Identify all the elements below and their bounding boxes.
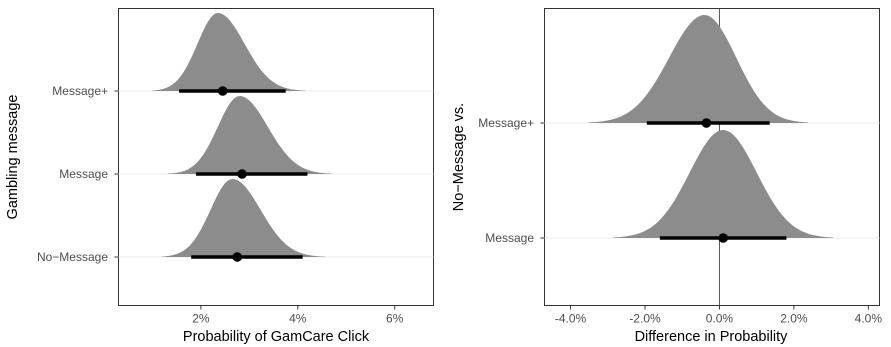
right-y-tick-label-1: Message	[485, 231, 534, 245]
left-point-1	[237, 169, 247, 179]
right-y-axis-title: No−Message vs.	[451, 103, 467, 211]
left-density-1	[167, 96, 332, 174]
left-density-0	[151, 13, 306, 92]
right-panel: Message+ Message -4.0% -2.0% 0.0% 2.0% 4.0% No…	[451, 8, 883, 345]
right-y-tick-label-0: Message+	[478, 116, 534, 130]
left-density-2	[161, 179, 326, 257]
right-x-tick-label-4: 4.0%	[855, 312, 883, 326]
left-y-tick-label-2: No−Message	[37, 250, 108, 264]
right-x-tick-label-3: 2.0%	[780, 312, 808, 326]
right-x-axis-title: Difference in Probability	[635, 329, 789, 345]
left-x-tick-label-1: 4%	[289, 312, 307, 326]
left-x-axis-title: Probability of GamCare Click	[183, 329, 370, 345]
left-point-0	[217, 86, 228, 96]
left-y-tick-label-1: Message	[59, 167, 108, 181]
right-x-tick-label-1: -2.0%	[629, 312, 661, 326]
right-density-0	[588, 15, 809, 123]
left-point-2	[232, 252, 243, 262]
left-x-tick-label-0: 2%	[192, 312, 210, 326]
right-panel-marks: Message+ Message -4.0% -2.0% 0.0% 2.0% 4.0%	[478, 8, 883, 326]
right-x-tick-label-2: 0.0%	[706, 312, 734, 326]
left-panel: Message+ Message No−Message 2% 4% 6% Gambling…	[5, 8, 434, 345]
left-panel-marks: Message+ Message No−Message 2% 4% 6%	[37, 13, 434, 326]
left-y-tick-label-0: Message+	[52, 84, 108, 98]
right-point-1	[718, 233, 728, 243]
left-y-axis-title: Gambling message	[5, 95, 21, 220]
right-point-0	[701, 118, 712, 128]
left-x-tick-label-2: 6%	[386, 312, 404, 326]
right-density-1	[613, 130, 834, 238]
right-x-tick-label-0: -4.0%	[555, 312, 587, 326]
